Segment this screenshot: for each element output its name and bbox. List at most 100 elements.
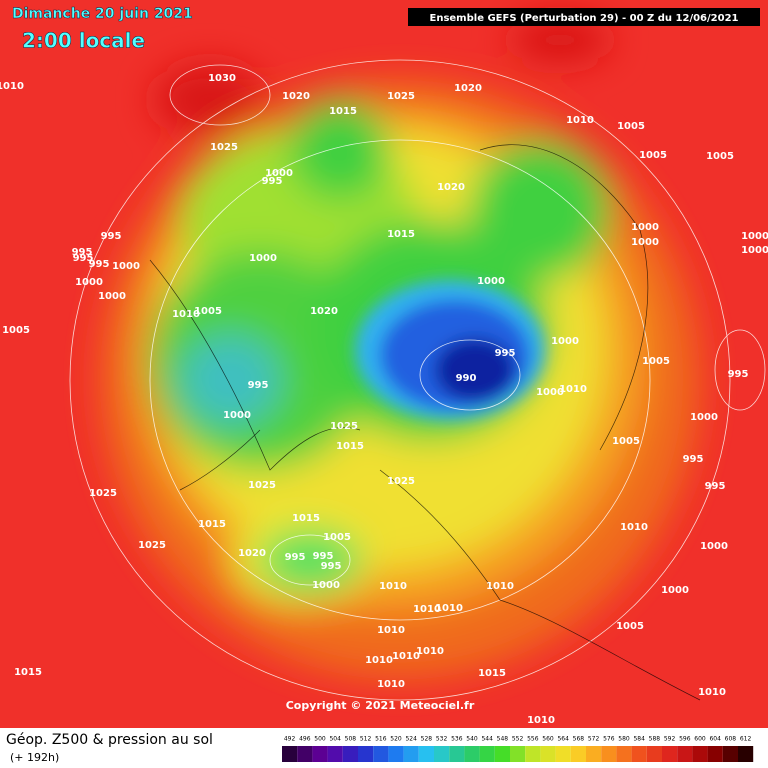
isobar-label: 1020 bbox=[437, 182, 465, 193]
isobar-label: 995 bbox=[321, 561, 342, 572]
title-box bbox=[408, 8, 760, 26]
isobar-label: 995 bbox=[262, 176, 283, 187]
scale-label: 548 bbox=[497, 736, 509, 743]
isobar-label: 995 bbox=[285, 552, 306, 563]
scale-swatch bbox=[464, 746, 480, 762]
isobar-label: 1000 bbox=[112, 261, 140, 272]
isobar-label: 1020 bbox=[454, 83, 482, 94]
isobar-label: 1010 bbox=[698, 687, 726, 698]
isobar-label: 1015 bbox=[478, 668, 506, 679]
scale-swatch bbox=[297, 746, 313, 762]
isobar-label: 1005 bbox=[612, 436, 640, 447]
scale-label: 580 bbox=[618, 736, 630, 743]
legend-lead: (+ 192h) bbox=[10, 751, 59, 764]
isobar-label: 1000 bbox=[536, 387, 564, 398]
isobar-label: 995 bbox=[89, 259, 110, 270]
scale-label: 532 bbox=[436, 736, 448, 743]
isobar-label: 1025 bbox=[330, 421, 358, 432]
isobar-label: 1015 bbox=[387, 229, 415, 240]
isobar-label: 990 bbox=[456, 373, 477, 384]
scale-label: 592 bbox=[664, 736, 676, 743]
scale-label: 544 bbox=[481, 736, 493, 743]
isobar-label: 1010 bbox=[486, 581, 514, 592]
scale-label: 588 bbox=[649, 736, 661, 743]
scale-swatch bbox=[707, 746, 723, 762]
legend-title: Géop. Z500 & pression au sol bbox=[6, 732, 213, 748]
isobar-label: 1010 bbox=[527, 715, 555, 726]
scale-label: 492 bbox=[284, 736, 296, 743]
copyright: Copyright © 2021 Meteociel.fr bbox=[286, 699, 475, 712]
isobar-label: 1015 bbox=[198, 519, 226, 530]
scale-swatch bbox=[434, 746, 450, 762]
scale-label: 508 bbox=[345, 736, 357, 743]
isobar-label: 1010 bbox=[559, 384, 587, 395]
color-scale: 492 496 500 504 508 512 516 520 524 528 532 536 540 5… bbox=[282, 736, 754, 762]
isobar-label: 995 bbox=[248, 380, 269, 391]
model-title: Ensemble GEFS (Perturbation 29) - 00 Z d… bbox=[430, 13, 739, 24]
isobar-label: 1000 bbox=[741, 245, 768, 256]
scale-label: 556 bbox=[527, 736, 539, 743]
isobar-label: 1025 bbox=[387, 476, 415, 487]
scale-label: 500 bbox=[314, 736, 326, 743]
isobar-label: 1005 bbox=[706, 151, 734, 162]
scale-label: 536 bbox=[451, 736, 463, 743]
isobar-label: 995 bbox=[72, 247, 93, 258]
scale-label: 524 bbox=[405, 736, 417, 743]
scale-label: 560 bbox=[542, 736, 554, 743]
scale-swatch bbox=[327, 746, 343, 762]
isobar-label: 1010 bbox=[172, 309, 200, 320]
isobar-label: 1010 bbox=[620, 522, 648, 533]
isobar-label: 1010 bbox=[413, 604, 441, 615]
isobar-label: 1010 bbox=[0, 81, 24, 92]
isobar-label: 1000 bbox=[631, 237, 659, 248]
isobars bbox=[69, 59, 766, 701]
isobar-label: 1005 bbox=[616, 621, 644, 632]
scale-label: 612 bbox=[740, 736, 752, 743]
isobar-label: 1020 bbox=[238, 548, 266, 559]
isobar-label: 1005 bbox=[617, 121, 645, 132]
scale-swatch bbox=[525, 746, 541, 762]
isobar-label: 1005 bbox=[323, 532, 351, 543]
isobar-label: 1000 bbox=[98, 291, 126, 302]
isobar-label: 995 bbox=[683, 454, 704, 465]
scale-label: 584 bbox=[633, 736, 645, 743]
scale-swatch bbox=[722, 746, 738, 762]
isobar-label: 1025 bbox=[210, 142, 238, 153]
isobar-label: 995 bbox=[728, 369, 749, 380]
scale-label: 528 bbox=[421, 736, 433, 743]
scale-label: 568 bbox=[573, 736, 585, 743]
isobar-label: 1030 bbox=[208, 73, 236, 84]
scale-swatch bbox=[601, 746, 617, 762]
isobar-label: 1020 bbox=[310, 306, 338, 317]
isobar-label: 1010 bbox=[377, 625, 405, 636]
date: Dimanche 20 juin 2021 bbox=[12, 6, 193, 22]
isobar-label: 1025 bbox=[138, 540, 166, 551]
isobar-label: 995 bbox=[101, 231, 122, 242]
isobar-label: 1010 bbox=[392, 651, 420, 662]
isobar-label: 1010 bbox=[435, 603, 463, 614]
scale-label: 564 bbox=[557, 736, 569, 743]
scale-swatch bbox=[358, 746, 374, 762]
isobar-label: 995 bbox=[705, 481, 726, 492]
scale-swatch bbox=[312, 746, 328, 762]
scale-swatch bbox=[570, 746, 586, 762]
isobar-label: 1025 bbox=[89, 488, 117, 499]
scale-swatch bbox=[692, 746, 708, 762]
scale-label: 604 bbox=[709, 736, 721, 743]
scale-swatch bbox=[418, 746, 434, 762]
scale-swatch bbox=[510, 746, 526, 762]
isobar-label: 995 bbox=[73, 253, 94, 264]
isobar-label: 1025 bbox=[387, 91, 415, 102]
isobar-label: 1005 bbox=[642, 356, 670, 367]
isobar-label: 1010 bbox=[379, 581, 407, 592]
isobar-label: 1000 bbox=[75, 277, 103, 288]
isobar-label: 1000 bbox=[551, 336, 579, 347]
isobar-label: 1005 bbox=[639, 150, 667, 161]
scale-label: 504 bbox=[329, 736, 341, 743]
isobar-label: 1015 bbox=[329, 106, 357, 117]
isobar-label: 1000 bbox=[661, 585, 689, 596]
scale-swatch bbox=[555, 746, 571, 762]
scale-label: 608 bbox=[725, 736, 737, 743]
isobar-label: 995 bbox=[313, 551, 334, 562]
